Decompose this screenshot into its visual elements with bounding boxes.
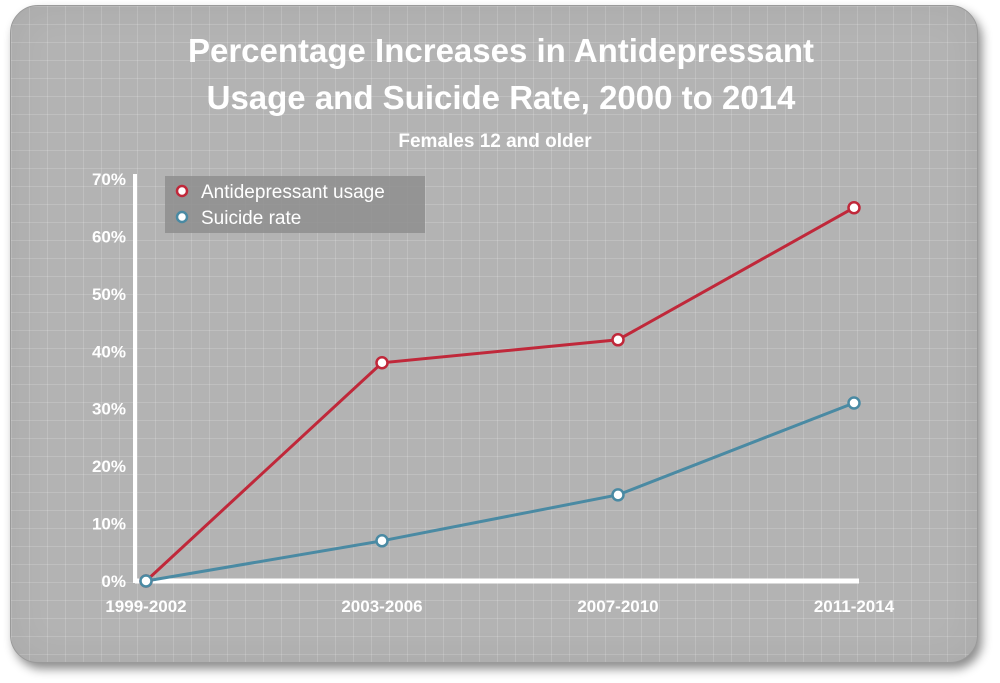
legend-label-suicide: Suicide rate: [201, 208, 301, 229]
y-tick-label: 50%: [92, 285, 126, 304]
chart-title-line-2: Usage and Suicide Rate, 2000 to 2014: [207, 79, 796, 116]
x-tick-label: 2007-2010: [577, 597, 658, 616]
y-tick-label: 40%: [92, 342, 126, 361]
series-layer: [139, 200, 861, 588]
legend-marker-antidepressant: [175, 184, 189, 198]
x-tick-label: 1999-2002: [105, 597, 186, 616]
series-line: [144, 206, 855, 583]
series-line: [145, 401, 855, 583]
x-tick-label: 2003-2006: [341, 597, 422, 616]
data-point: [375, 356, 389, 370]
chart-card: Percentage Increases in Antidepressant U…: [10, 5, 978, 663]
chart-title-line-1: Percentage Increases in Antidepressant: [188, 32, 814, 69]
data-point: [139, 574, 153, 588]
y-tick-label: 0%: [101, 572, 126, 591]
y-tick-label: 70%: [92, 170, 126, 189]
x-tick-label: 2011-2014: [814, 597, 895, 616]
chart-subtitle: Females 12 and older: [398, 131, 592, 152]
legend-label-antidepressant: Antidepressant usage: [201, 182, 385, 203]
y-axis-ticks: 0% 10% 20% 30% 40% 50% 60% 70%: [92, 170, 126, 591]
data-point: [375, 534, 389, 548]
y-tick-label: 60%: [92, 227, 126, 246]
data-point: [611, 488, 625, 502]
y-tick-label: 10%: [92, 515, 126, 534]
y-tick-label: 20%: [92, 457, 126, 476]
line-chart: Percentage Increases in Antidepressant U…: [92, 32, 895, 616]
x-axis-ticks: 1999-2002 2003-2006 2007-2010 2011-2014: [105, 597, 894, 616]
data-point: [611, 333, 625, 347]
legend-box: [165, 176, 425, 233]
data-point: [847, 200, 861, 215]
legend: Antidepressant usage Suicide rate: [165, 176, 425, 233]
legend-marker-suicide: [175, 210, 189, 224]
y-tick-label: 30%: [92, 400, 126, 419]
data-point: [847, 396, 861, 410]
